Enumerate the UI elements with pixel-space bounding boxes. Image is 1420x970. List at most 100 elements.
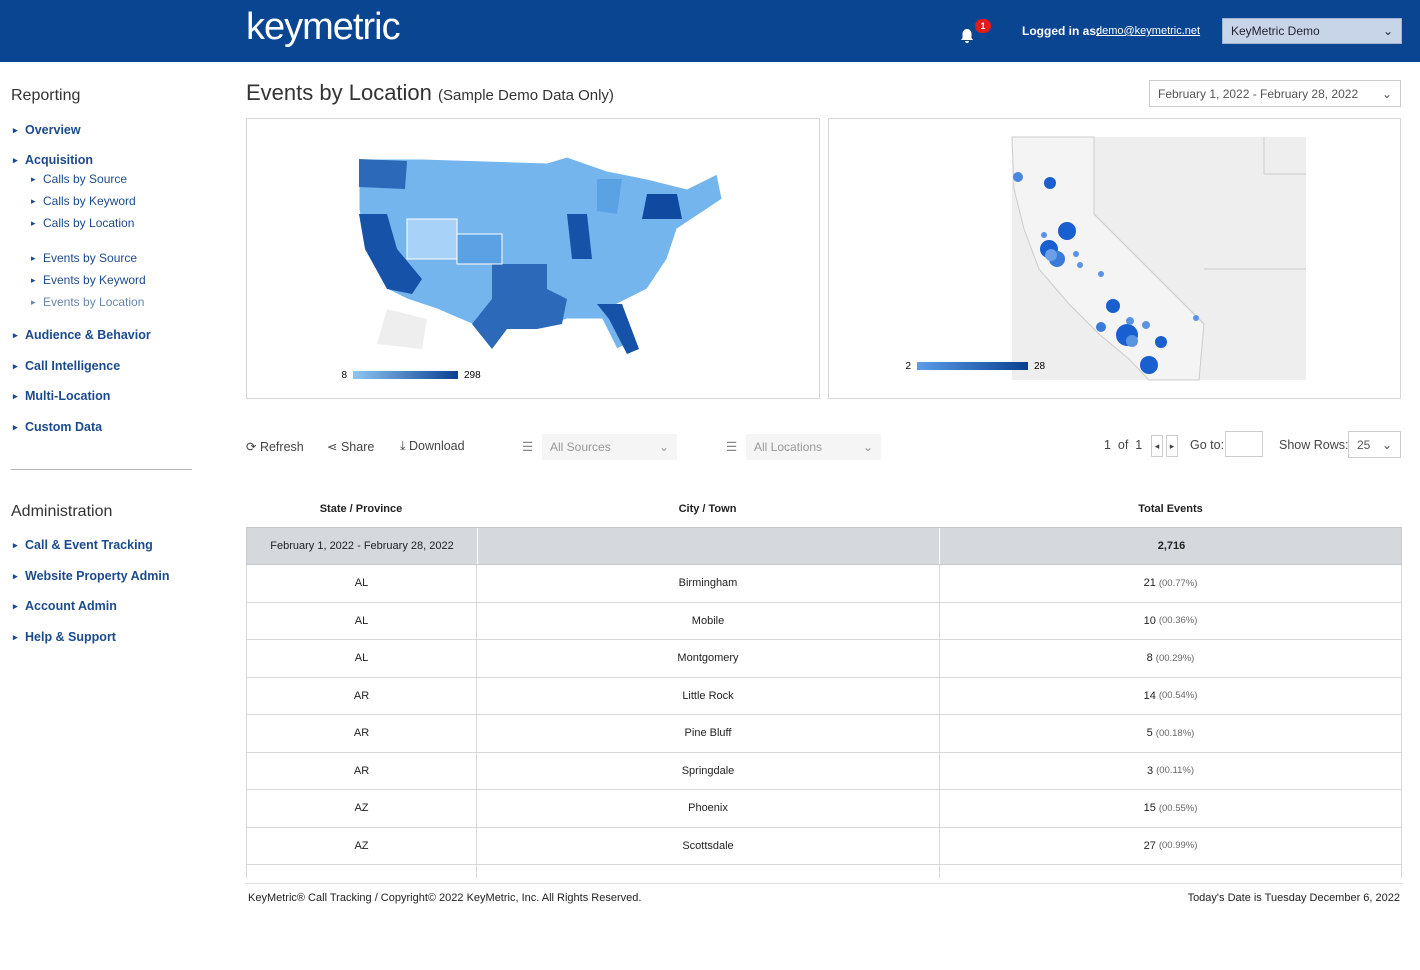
nav-link[interactable]: Website Property Admin	[13, 569, 170, 583]
refresh-button[interactable]: ⟳ Refresh	[246, 440, 304, 454]
cell: AR	[246, 752, 476, 789]
percent: (00.36%)	[1158, 615, 1198, 627]
header-cell: State / Province	[319, 502, 403, 515]
cell: 3 (00.11%)	[939, 752, 1402, 789]
nav-link[interactable]: Audience & Behavior	[13, 328, 151, 342]
cell: AL	[246, 602, 476, 639]
cell: 8 (00.29%)	[939, 640, 1402, 677]
footer-line	[246, 883, 1402, 884]
events: 10	[1143, 614, 1156, 627]
divider	[11, 469, 192, 470]
table: State / Province City / Town Total Event…	[246, 490, 1402, 878]
pagination: 1 of 1	[1104, 438, 1142, 452]
table-row: AZ Scottsdale 27 (00.99%)	[246, 827, 1402, 865]
nav-link[interactable]: Acquisition	[13, 153, 93, 167]
section-title: Reporting	[11, 87, 81, 104]
table-row: AZ Phoenix 15 (00.55%)	[246, 790, 1402, 828]
rows-select[interactable]: 25 ⌄	[1348, 431, 1401, 458]
cell: AL	[246, 640, 476, 677]
cell: 10(00.36%)	[939, 865, 1402, 878]
cell: Springdale	[476, 752, 939, 789]
cell: Mobile	[476, 602, 939, 639]
percent: (00.54%)	[1158, 690, 1198, 702]
nav-link[interactable]: Calls by Source	[31, 172, 127, 186]
nav-link[interactable]: Help & Support	[13, 630, 116, 644]
cell: Pine Bluff	[476, 715, 939, 752]
percent: (00.99%)	[1158, 840, 1198, 852]
title: Events by Location	[246, 80, 432, 105]
ca-map-panel: 2 28	[828, 118, 1401, 399]
header-cell: Total Events	[1138, 502, 1203, 515]
events: 27	[1143, 839, 1156, 852]
date-select[interactable]: February 1, 2022 - February 28, 2022 ⌄	[1149, 80, 1401, 107]
account-select[interactable]: KeyMetric Demo ⌄	[1222, 18, 1402, 44]
label: All Sources	[550, 440, 611, 454]
nav-link[interactable]: Calls by Keyword	[31, 194, 136, 208]
logo[interactable]: keymetric	[246, 6, 401, 48]
filter-icon: ☰	[726, 440, 738, 454]
cell: 21 (00.77%)	[939, 565, 1402, 602]
sources-select[interactable]: All Sources ⌄	[542, 434, 677, 460]
events: 3	[1147, 764, 1154, 777]
download-button[interactable]: ⤓ Download	[400, 439, 465, 453]
nav-link[interactable]: Account Admin	[13, 599, 117, 613]
locations-select[interactable]: All Locations ⌄	[746, 434, 881, 460]
copyright: KeyMetric® Call Tracking / Copyright© 20…	[248, 892, 642, 904]
nav-link[interactable]: Call Intelligence	[13, 359, 120, 373]
nav-link[interactable]: Custom Data	[13, 420, 102, 434]
cell: AR	[246, 715, 476, 752]
cell: 27 (00.99%)	[939, 827, 1402, 864]
events: 10	[1144, 877, 1156, 878]
cell: AR	[246, 677, 476, 714]
legend-gradient	[353, 371, 458, 379]
of: of	[1117, 438, 1129, 452]
nav-link[interactable]: Multi-Location	[13, 389, 110, 403]
section-title: Administration	[11, 503, 113, 520]
legend-min: 8	[341, 370, 347, 381]
page: 1	[1104, 438, 1111, 452]
today: Today's Date is Tuesday December 6, 2022	[1187, 892, 1400, 904]
cell: 14 (00.54%)	[939, 677, 1402, 714]
table-row: AR Pine Bluff 5 (00.18%)	[246, 715, 1402, 753]
group-row: February 1, 2022 - February 28, 2022 2,7…	[246, 527, 1402, 565]
table-row: AL Birmingham 21 (00.77%)	[246, 565, 1402, 603]
cell: 10(00.36%)	[939, 602, 1402, 639]
nav-link[interactable]: Calls by Location	[31, 216, 134, 230]
legend-min: 2	[905, 361, 911, 372]
us-map-panel: 8 298	[246, 118, 820, 399]
goto-input[interactable]	[1225, 431, 1263, 457]
legend-gradient	[917, 362, 1028, 370]
ca-map: 2 28	[905, 136, 1306, 381]
table-header: State / Province City / Town Total Event…	[246, 490, 1402, 527]
cell: Little Rock	[476, 677, 939, 714]
cell: AL	[246, 565, 476, 602]
events: 14	[1143, 689, 1156, 702]
label: Download	[409, 439, 465, 453]
filter-icon: ☰	[522, 440, 534, 454]
cell: AZ	[246, 865, 476, 878]
percent: (00.11%)	[1156, 765, 1194, 777]
nav-link[interactable]: Events by Source	[31, 251, 137, 265]
cell: Tucson	[476, 865, 939, 878]
cell: AZ	[246, 790, 476, 827]
bell-icon[interactable]	[958, 27, 976, 45]
pages: 1	[1135, 438, 1143, 452]
user-email[interactable]: demo@keymetric.net	[1096, 25, 1201, 37]
percent: (00.29%)	[1155, 652, 1195, 664]
events: 5	[1146, 727, 1153, 740]
events: 15	[1143, 802, 1156, 815]
nav-link-active[interactable]: Events by Location	[31, 295, 144, 309]
nav-link[interactable]: Events by Keyword	[31, 273, 146, 287]
legend-max: 28	[1034, 361, 1046, 372]
cell: Birmingham	[476, 565, 939, 602]
share-button[interactable]: ⋖ Share	[327, 440, 375, 454]
table-row: AR Springdale 3 (00.11%)	[246, 752, 1402, 790]
next-button[interactable]: ▸	[1166, 435, 1178, 457]
nav-link[interactable]: Overview	[13, 123, 81, 137]
legend-max: 298	[464, 370, 481, 381]
header-cell: City / Town	[678, 502, 737, 515]
page-title: Events by Location (Sample Demo Data Onl…	[246, 80, 614, 106]
prev-button[interactable]: ◂	[1151, 435, 1163, 457]
cell: 5 (00.18%)	[939, 715, 1402, 752]
nav-link[interactable]: Call & Event Tracking	[13, 538, 153, 552]
